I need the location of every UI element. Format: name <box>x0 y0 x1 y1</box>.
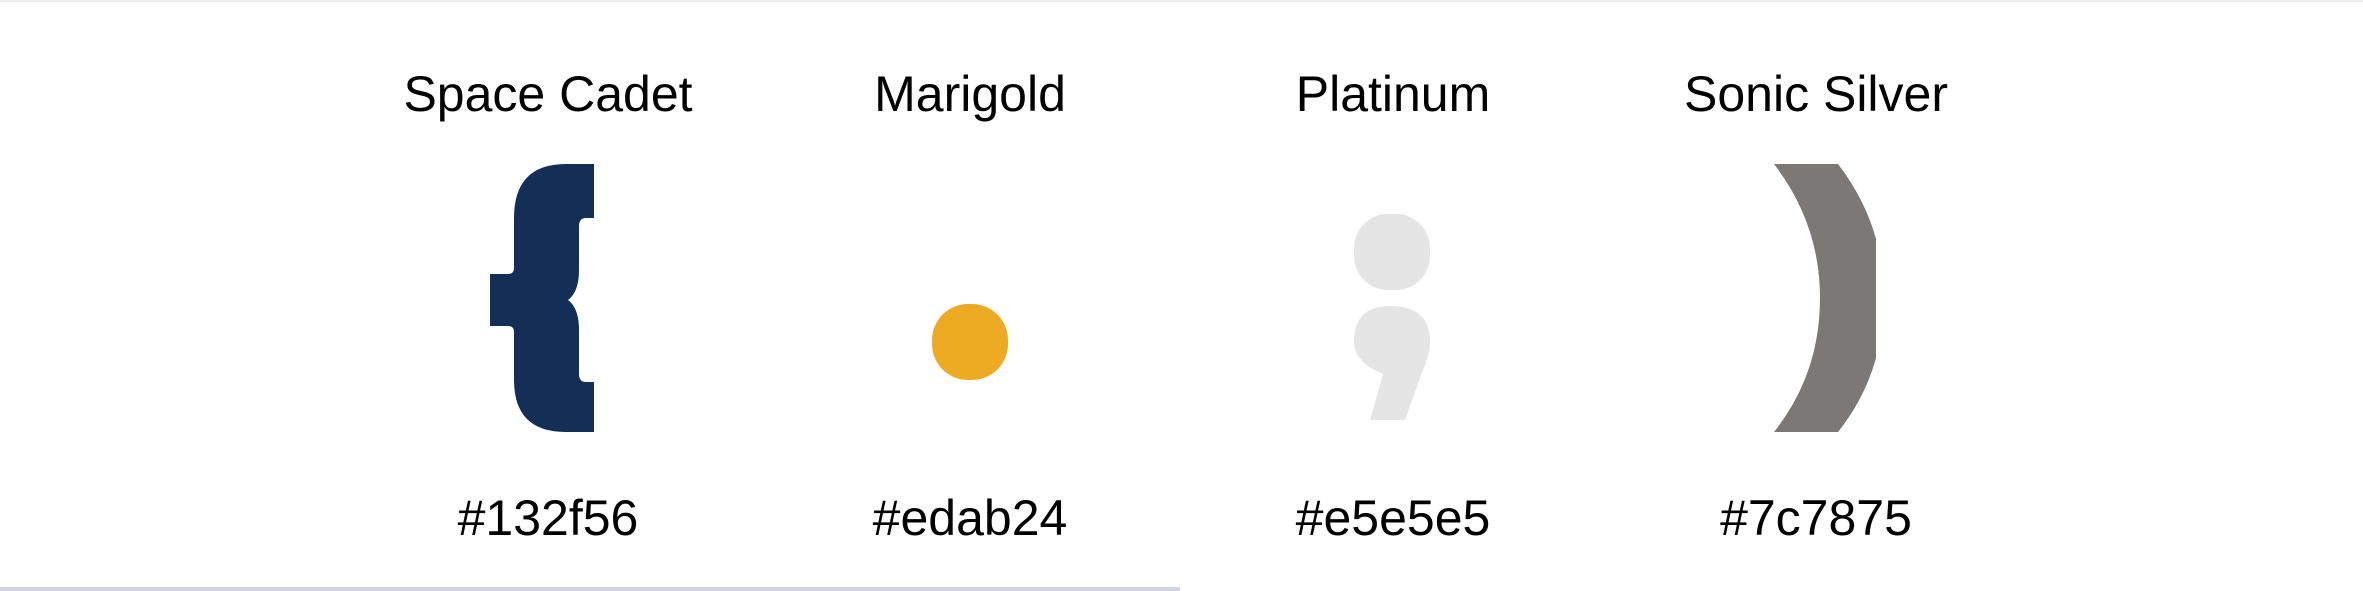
left-curly-brace-icon <box>338 162 758 432</box>
swatch-hex-code: #132f56 <box>457 490 639 546</box>
glyph-shape <box>1354 214 1430 420</box>
swatch-space-cadet: Space Cadet #132f56 <box>338 2 758 591</box>
right-parenthesis-icon <box>1606 162 2026 432</box>
swatch-hex-code: #e5e5e5 <box>1295 490 1491 546</box>
semicolon-icon <box>1183 162 1603 432</box>
swatch-marigold: Marigold #edab24 <box>760 2 1180 591</box>
swatch-sonic-silver: Sonic Silver #7c7875 <box>1606 2 2026 591</box>
swatch-hex-code: #7c7875 <box>1720 490 1912 546</box>
swatch-name: Sonic Silver <box>1684 66 1948 122</box>
swatch-name: Platinum <box>1295 66 1491 122</box>
glyph-shape <box>932 304 1008 380</box>
period-icon <box>760 162 1180 432</box>
glyph-shape <box>1774 164 1876 432</box>
swatch-name: Marigold <box>874 66 1066 122</box>
bottom-divider <box>0 587 1180 591</box>
glyph-shape <box>490 164 594 432</box>
swatch-hex-code: #edab24 <box>872 490 1068 546</box>
swatch-platinum: Platinum #e5e5e5 <box>1183 2 1603 591</box>
swatch-name: Space Cadet <box>403 66 693 122</box>
